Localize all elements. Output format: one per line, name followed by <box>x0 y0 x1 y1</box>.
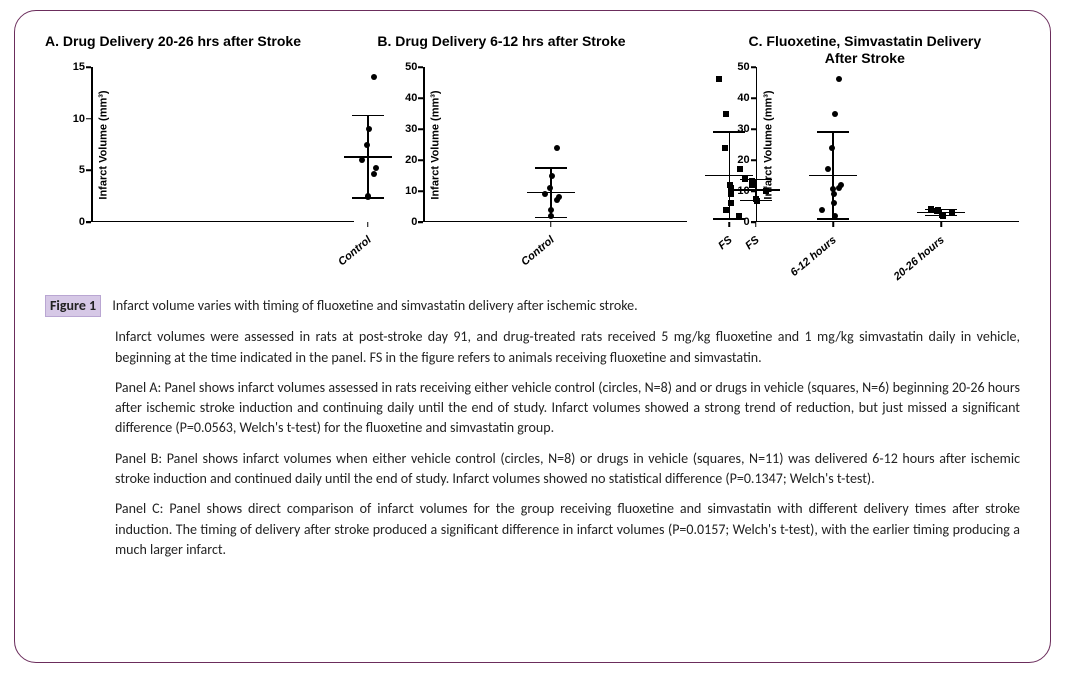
y-tick <box>418 159 423 161</box>
plot-area: Infarct Volume (mm³)01020304050ControlFS <box>423 67 681 222</box>
circle-marker <box>371 74 377 80</box>
y-tick-label: 40 <box>389 92 417 104</box>
circle-marker <box>547 185 553 191</box>
y-tick <box>86 221 91 223</box>
y-axis-label: Infarct Volume (mm³) <box>98 90 110 199</box>
circle-marker <box>836 76 842 82</box>
y-tick <box>751 221 756 223</box>
circle-marker <box>831 191 837 197</box>
y-tick <box>86 118 91 120</box>
y-axis <box>423 67 425 222</box>
circle-marker <box>364 142 370 148</box>
y-tick <box>86 170 91 172</box>
circle-marker <box>832 213 838 219</box>
y-tick <box>418 66 423 68</box>
x-tick-label: Control <box>519 234 557 268</box>
panel-title: B. Drug Delivery 6-12 hrs after Stroke <box>377 33 687 67</box>
panel-B: B. Drug Delivery 6-12 hrs after StrokeIn… <box>377 33 687 253</box>
errorbar-cap <box>535 167 567 169</box>
y-tick <box>751 66 756 68</box>
y-axis-label: Infarct Volume (mm³) <box>430 90 442 199</box>
y-axis <box>756 67 758 222</box>
circle-marker <box>829 145 835 151</box>
y-tick-label: 5 <box>57 164 85 176</box>
square-marker <box>928 206 934 212</box>
figure-label: Figure 1 <box>45 295 101 317</box>
y-tick-label: 10 <box>389 185 417 197</box>
x-axis <box>418 221 686 223</box>
square-marker <box>949 210 955 216</box>
x-tick-label: Control <box>336 234 374 268</box>
panel-C: C. Fluoxetine, Simvastatin DeliveryAfter… <box>710 33 1020 253</box>
y-tick <box>418 190 423 192</box>
y-tick-label: 0 <box>389 216 417 228</box>
y-tick <box>751 97 756 99</box>
circle-marker <box>548 207 554 213</box>
circle-marker <box>831 200 837 206</box>
circle-marker <box>819 207 825 213</box>
circle-marker <box>554 145 560 151</box>
x-tick-label: 6-12 hours <box>788 234 838 279</box>
x-tick <box>550 222 552 227</box>
figure-caption: Figure 1 Infarct volume varies with timi… <box>45 295 1020 560</box>
circle-marker <box>366 126 372 132</box>
circle-marker <box>371 171 377 177</box>
circle-marker <box>549 173 555 179</box>
circle-marker <box>359 157 365 163</box>
y-tick-label: 30 <box>722 123 750 135</box>
y-tick-label: 10 <box>722 185 750 197</box>
caption-title: Infarct volume varies with timing of flu… <box>112 297 637 314</box>
y-tick-label: 30 <box>389 123 417 135</box>
y-tick-label: 50 <box>389 61 417 73</box>
panel-A: A. Drug Delivery 20-26 hrs after StrokeI… <box>45 33 355 253</box>
y-tick-label: 10 <box>57 113 85 125</box>
plot-area: Infarct Volume (mm³)051015ControlFS <box>91 67 349 222</box>
x-tick <box>832 222 834 227</box>
x-axis <box>86 221 354 223</box>
y-tick-label: 0 <box>57 216 85 228</box>
y-tick-label: 15 <box>57 61 85 73</box>
y-tick-label: 20 <box>389 154 417 166</box>
circle-marker <box>836 185 842 191</box>
square-marker <box>940 213 946 219</box>
circle-marker <box>548 213 554 219</box>
x-tick-label: 20-26 hours <box>892 234 947 283</box>
circle-marker <box>554 197 560 203</box>
mean-bar <box>809 175 857 177</box>
y-tick <box>751 128 756 130</box>
circle-marker <box>365 194 371 200</box>
circle-marker <box>825 166 831 172</box>
y-tick <box>86 66 91 68</box>
y-tick-label: 50 <box>722 61 750 73</box>
y-tick <box>418 97 423 99</box>
panel-title: C. Fluoxetine, Simvastatin DeliveryAfter… <box>710 33 1020 67</box>
y-tick <box>418 128 423 130</box>
y-axis <box>91 67 93 222</box>
errorbar-cap <box>817 131 849 133</box>
y-tick-label: 40 <box>722 92 750 104</box>
y-tick-label: 0 <box>722 216 750 228</box>
plot-area: Infarct Volume (mm³)010203040506-12 hour… <box>756 67 1014 222</box>
caption-para: Panel C: Panel shows direct comparison o… <box>45 499 1020 560</box>
caption-para: Panel B: Panel shows infarct volumes whe… <box>45 449 1020 490</box>
circle-marker <box>832 111 838 117</box>
mean-bar <box>527 192 575 194</box>
panels-row: A. Drug Delivery 20-26 hrs after StrokeI… <box>45 33 1020 253</box>
circle-marker <box>542 191 548 197</box>
x-tick <box>367 222 369 227</box>
y-tick <box>418 221 423 223</box>
caption-para: Infarct volumes were assessed in rats at… <box>45 327 1020 368</box>
panel-title: A. Drug Delivery 20-26 hrs after Stroke <box>45 33 355 67</box>
y-axis-label: Infarct Volume (mm³) <box>762 90 774 199</box>
y-tick-label: 20 <box>722 154 750 166</box>
x-axis <box>751 221 1019 223</box>
x-tick <box>941 222 943 227</box>
y-tick <box>751 190 756 192</box>
figure-card: A. Drug Delivery 20-26 hrs after StrokeI… <box>14 10 1051 663</box>
y-tick <box>751 159 756 161</box>
caption-para: Panel A: Panel shows infarct volumes ass… <box>45 378 1020 439</box>
